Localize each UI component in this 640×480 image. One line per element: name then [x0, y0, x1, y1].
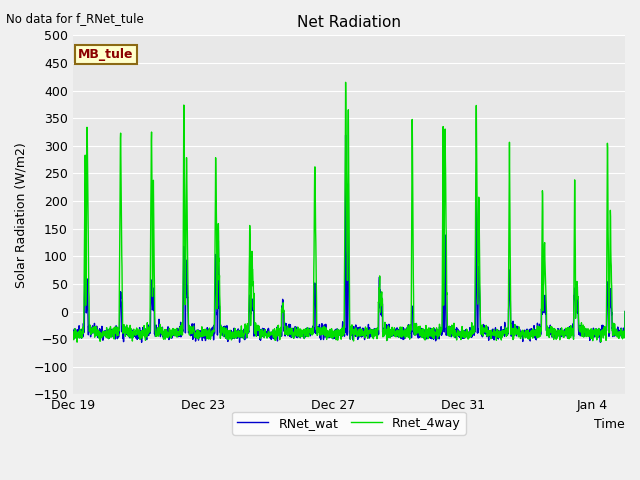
- Text: No data for f_RNet_tule: No data for f_RNet_tule: [6, 12, 144, 25]
- RNet_wat: [373, 329, 381, 335]
- X-axis label: Time: Time: [595, 418, 625, 431]
- Text: MB_tule: MB_tule: [78, 48, 134, 61]
- Rnet_4way: [73, 339, 81, 345]
- Line: Rnet_4way: Rnet_4way: [73, 82, 625, 342]
- RNet_wat: [138, 339, 145, 345]
- RNet_wat: [621, 309, 629, 314]
- Title: Net Radiation: Net Radiation: [297, 15, 401, 30]
- Rnet_4way: [69, 333, 77, 339]
- RNet_wat: [112, 323, 120, 329]
- Rnet_4way: [342, 79, 349, 85]
- RNet_wat: [235, 328, 243, 334]
- RNet_wat: [181, 299, 189, 304]
- Rnet_4way: [235, 334, 243, 340]
- Rnet_4way: [621, 309, 629, 314]
- RNet_wat: [69, 335, 77, 340]
- Line: RNet_wat: RNet_wat: [73, 135, 625, 342]
- Legend: RNet_wat, Rnet_4way: RNet_wat, Rnet_4way: [232, 412, 466, 435]
- Rnet_4way: [504, 323, 512, 328]
- Y-axis label: Solar Radiation (W/m2): Solar Radiation (W/m2): [15, 142, 28, 288]
- RNet_wat: [342, 132, 349, 138]
- Rnet_4way: [373, 329, 381, 335]
- RNet_wat: [504, 330, 512, 336]
- RNet_wat: [188, 321, 196, 327]
- Rnet_4way: [113, 330, 120, 336]
- Rnet_4way: [188, 331, 196, 336]
- Rnet_4way: [181, 264, 189, 270]
